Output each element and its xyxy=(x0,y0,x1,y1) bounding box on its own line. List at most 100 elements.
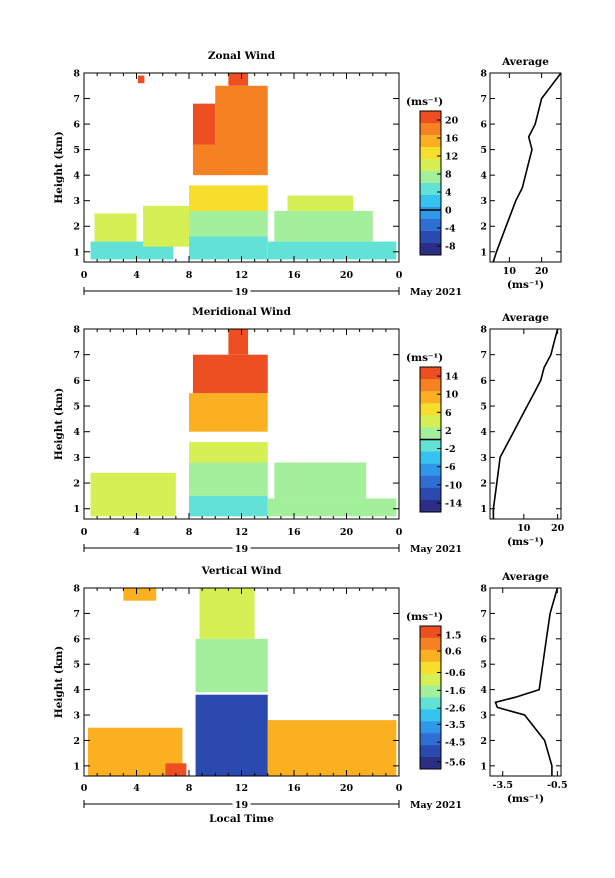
date-label-bg xyxy=(232,542,251,554)
colorbar-swatch xyxy=(420,709,441,722)
y-tick-label: 7 xyxy=(73,609,80,620)
x-tick-label: 20 xyxy=(340,783,354,794)
average-y-tick-label: 8 xyxy=(480,69,487,80)
average-y-tick-label: 4 xyxy=(480,427,487,438)
colorbar-tick-label: 14 xyxy=(445,372,459,383)
colorbar-swatch xyxy=(420,183,441,196)
colorbar-swatch xyxy=(420,171,441,184)
average-y-tick-label: 4 xyxy=(480,685,487,696)
date-label-bg xyxy=(232,798,251,810)
x-tick-label: 20 xyxy=(340,527,354,538)
heatmap-cell xyxy=(165,763,187,776)
colorbar-swatch xyxy=(420,195,441,208)
x-tick-label: 8 xyxy=(186,270,193,281)
y-tick-label: 3 xyxy=(73,711,80,722)
x-tick-label: 8 xyxy=(186,527,193,538)
colorbar-tick-label: 16 xyxy=(445,134,459,145)
heatmap-cell xyxy=(189,210,268,237)
panel-title: Vertical Wind xyxy=(201,565,282,577)
y-tick-label: 2 xyxy=(73,222,80,233)
day-label: 19 xyxy=(235,544,249,555)
heatmap-cell xyxy=(192,144,268,176)
average-x-label: (ms⁻¹) xyxy=(507,279,544,291)
y-tick-label: 8 xyxy=(73,584,80,595)
colorbar-swatch xyxy=(420,475,441,489)
y-axis-label: Height (km) xyxy=(53,646,65,718)
x-tick-label: 0 xyxy=(81,527,88,538)
x-tick-label: 0 xyxy=(396,783,403,794)
colorbar-tick-label: -0.6 xyxy=(445,668,466,679)
x-tick-label: 0 xyxy=(396,270,403,281)
y-tick-label: 2 xyxy=(73,479,80,490)
y-axis-label: Height (km) xyxy=(53,131,65,203)
heatmap-cell xyxy=(287,195,354,211)
average-x-label: (ms⁻¹) xyxy=(507,793,544,805)
colorbar-tick-label: -1.6 xyxy=(445,686,466,697)
colorbar-tick-label: -10 xyxy=(445,480,463,491)
day-label: 19 xyxy=(235,287,249,298)
y-tick-label: 7 xyxy=(73,350,80,361)
y-tick-label: 5 xyxy=(73,402,80,413)
average-x-tick-label: 10 xyxy=(517,523,531,534)
colorbar-tick-label: -2.6 xyxy=(445,704,466,715)
x-tick-label: 12 xyxy=(235,527,248,538)
colorbar-tick-label: 6 xyxy=(445,408,452,419)
date-label-bg xyxy=(232,285,251,297)
colorbar-swatch xyxy=(420,219,441,232)
colorbar-swatch xyxy=(420,159,441,172)
average-y-tick-label: 3 xyxy=(480,453,487,464)
heatmap-cell xyxy=(274,462,367,499)
colorbar-swatch xyxy=(420,487,441,501)
heatmap-cell xyxy=(189,441,268,463)
panel-title: Zonal Wind xyxy=(208,50,276,62)
average-frame xyxy=(489,587,562,777)
colorbar-swatch xyxy=(420,626,441,639)
colorbar-tick-label: 20 xyxy=(445,116,459,127)
colorbar-swatch xyxy=(420,463,441,477)
colorbar-swatch xyxy=(420,685,441,698)
y-tick-label: 8 xyxy=(73,69,80,80)
colorbar-tick-label: 1.5 xyxy=(445,630,462,641)
y-tick-label: 6 xyxy=(73,376,80,387)
heatmap-cell xyxy=(189,185,268,211)
colorbar-tick-label: -4.5 xyxy=(445,738,465,749)
colorbar-frame xyxy=(419,625,442,770)
average-y-tick-label: 4 xyxy=(480,171,487,182)
heatmap-cells xyxy=(90,329,397,517)
month-label: May 2021 xyxy=(410,287,462,298)
colorbar-swatch xyxy=(420,207,441,220)
average-frame xyxy=(489,328,562,520)
x-axis-label: Local Time xyxy=(209,813,274,825)
x-tick-label: 12 xyxy=(235,783,248,794)
average-y-tick-label: 2 xyxy=(480,736,487,747)
y-tick-label: 4 xyxy=(73,427,80,438)
average-y-tick-label: 5 xyxy=(480,145,487,156)
heatmap-cell xyxy=(195,694,268,776)
average-profile-line xyxy=(492,72,562,263)
y-tick-label: 3 xyxy=(73,453,80,464)
colorbar-tick-label: 12 xyxy=(445,152,458,163)
x-tick-label: 20 xyxy=(340,270,354,281)
average-y-tick-label: 6 xyxy=(480,120,487,131)
average-y-tick-label: 1 xyxy=(480,504,487,515)
heatmap-cell xyxy=(228,73,249,86)
heatmap-cell xyxy=(267,241,397,260)
y-tick-label: 5 xyxy=(73,660,80,671)
heatmap-cell xyxy=(199,588,255,639)
colorbar-tick-label: -3.5 xyxy=(445,720,465,731)
x-tick-label: 0 xyxy=(396,527,403,538)
average-y-tick-label: 1 xyxy=(480,761,487,772)
average-frame xyxy=(489,72,562,263)
colorbar-swatch xyxy=(420,721,441,734)
average-x-tick-label: 20 xyxy=(551,523,565,534)
colorbar-frame xyxy=(419,110,442,256)
y-tick-label: 2 xyxy=(73,736,80,747)
x-tick-label: 4 xyxy=(133,270,140,281)
heatmap-cell xyxy=(195,638,268,693)
heatmap-cell xyxy=(189,393,268,432)
colorbar-tick-label: -2 xyxy=(445,444,456,455)
colorbar-tick-label: 8 xyxy=(445,170,452,181)
average-x-label: (ms⁻¹) xyxy=(507,536,544,548)
